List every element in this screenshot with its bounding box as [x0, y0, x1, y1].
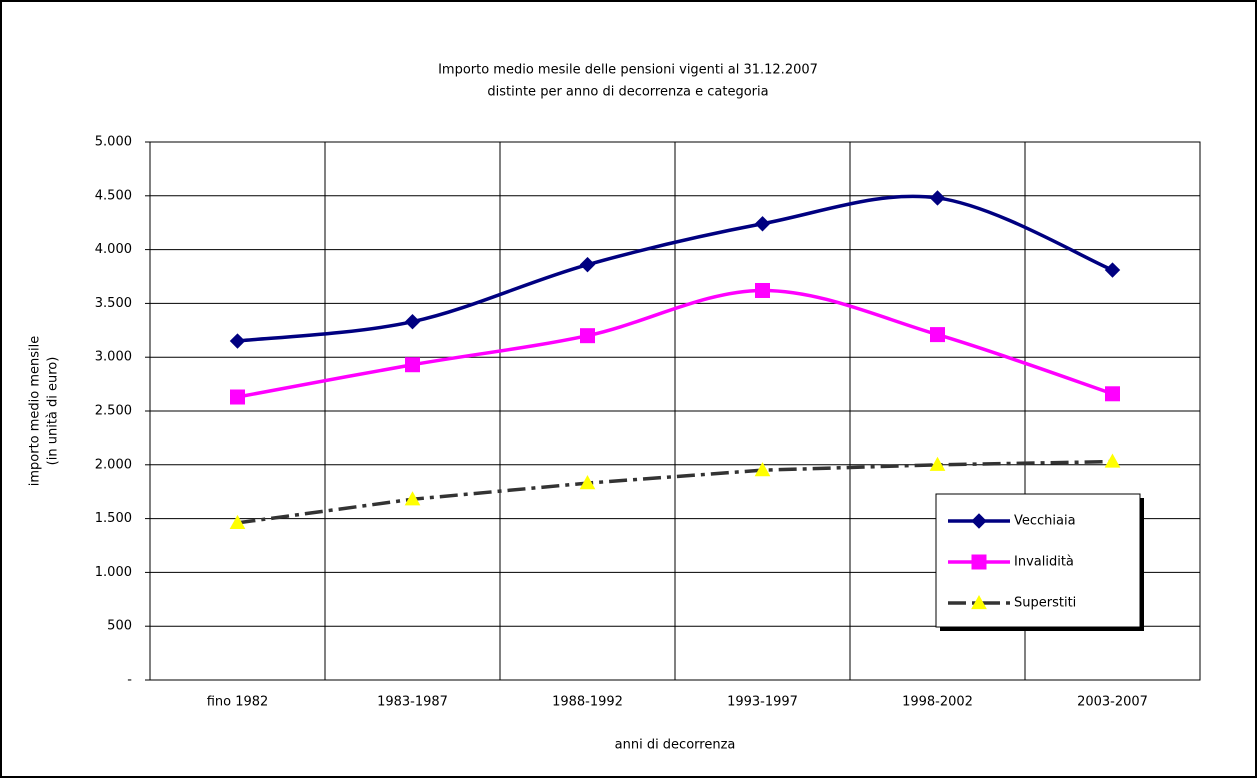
y-axis-label: importo medio mensile (in unità di euro)	[28, 336, 61, 487]
x-tick-label: fino 1982	[207, 695, 269, 710]
marker	[1105, 386, 1120, 402]
y-tick-label: 2.500	[95, 404, 132, 419]
marker	[580, 328, 595, 344]
marker	[754, 216, 771, 232]
legend-label: Superstiti	[1014, 596, 1076, 611]
y-tick-label: 3.500	[95, 296, 132, 311]
marker	[971, 554, 987, 570]
x-tick-label: 1993-1997	[727, 695, 798, 710]
x-tick-label: 1988-1992	[552, 695, 623, 710]
y-tick-label: 5.000	[95, 135, 132, 150]
x-tick-label: 1983-1987	[377, 695, 448, 710]
marker	[405, 357, 420, 373]
y-tick-label: 4.500	[95, 188, 132, 203]
series-line	[237, 194, 1114, 343]
marker	[1104, 262, 1121, 278]
chart-title: Importo medio mesile delle pensioni vige…	[438, 63, 818, 78]
x-tick-label: 2003-2007	[1077, 695, 1148, 710]
y-tick-label: -	[127, 673, 132, 688]
y-tick-label: 2.000	[95, 457, 132, 472]
marker	[971, 594, 987, 610]
legend-label: Vecchiaia	[1014, 514, 1076, 529]
marker	[971, 513, 987, 529]
y-tick-label: 1.500	[95, 511, 132, 526]
marker	[929, 456, 946, 471]
y-axis-label-line: importo medio mensile	[28, 336, 43, 487]
marker	[579, 256, 596, 273]
marker	[754, 462, 771, 477]
y-tick-label: 4.000	[95, 242, 132, 257]
marker	[579, 475, 596, 490]
marker	[404, 313, 421, 330]
legend-label: Invalidità	[1014, 555, 1074, 570]
marker	[404, 491, 421, 506]
series-line	[237, 459, 1113, 525]
y-tick-label: 1.000	[95, 565, 132, 580]
y-tick-label: 3.000	[95, 350, 132, 365]
marker	[1104, 453, 1121, 468]
marker	[229, 333, 246, 349]
marker	[930, 327, 945, 343]
y-axis-label-line: (in unità di euro)	[46, 357, 61, 466]
series-line	[237, 288, 1114, 399]
y-tick-label: 500	[107, 619, 132, 634]
x-axis-label: anni di decorrenza	[615, 738, 736, 753]
chart-subtitle: distinte per anno di decorrenza e catego…	[487, 85, 768, 100]
x-tick-label: 1998-2002	[902, 695, 973, 710]
marker	[929, 190, 946, 206]
marker	[755, 282, 770, 298]
marker	[230, 389, 245, 405]
marker	[229, 514, 246, 530]
